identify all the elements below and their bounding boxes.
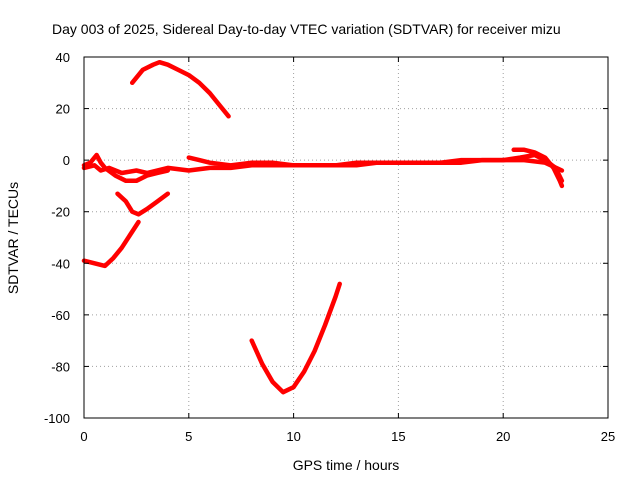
y-tick-label: -60 (51, 308, 70, 323)
x-tick-label: 0 (80, 429, 87, 444)
plot-frame (83, 56, 609, 419)
y-tick-label: -40 (51, 256, 70, 271)
x-axis-label: GPS time / hours (293, 457, 400, 473)
series-arc-late (186, 152, 565, 184)
series-arc-low (81, 219, 141, 269)
series-arc-mid (115, 191, 171, 217)
x-tick-label: 10 (286, 429, 300, 444)
series-arc-dip (249, 281, 342, 395)
chart-title: Day 003 of 2025, Sidereal Day-to-day VTE… (52, 21, 561, 37)
x-tick-label: 15 (391, 429, 405, 444)
grid-lines (84, 57, 608, 418)
data-series (81, 59, 565, 395)
y-tick-label: 40 (56, 50, 70, 65)
y-tick-label: -20 (51, 205, 70, 220)
y-tick-label: -80 (51, 359, 70, 374)
y-tick-label: -100 (44, 411, 70, 426)
tick-labels: 0 5 10 15 20 25 40 20 0 -20 -40 -60 -80 -100 (44, 50, 615, 444)
y-tick-label: 0 (63, 153, 70, 168)
y-axis-label: SDTVAR / TECUs (5, 182, 21, 294)
series-arc-early (81, 152, 171, 184)
x-tick-label: 20 (496, 429, 510, 444)
x-tick-label: 25 (601, 429, 615, 444)
series-arc-end (511, 147, 565, 189)
x-tick-label: 5 (185, 429, 192, 444)
series-arc-high (129, 59, 231, 119)
y-tick-label: 20 (56, 102, 70, 117)
